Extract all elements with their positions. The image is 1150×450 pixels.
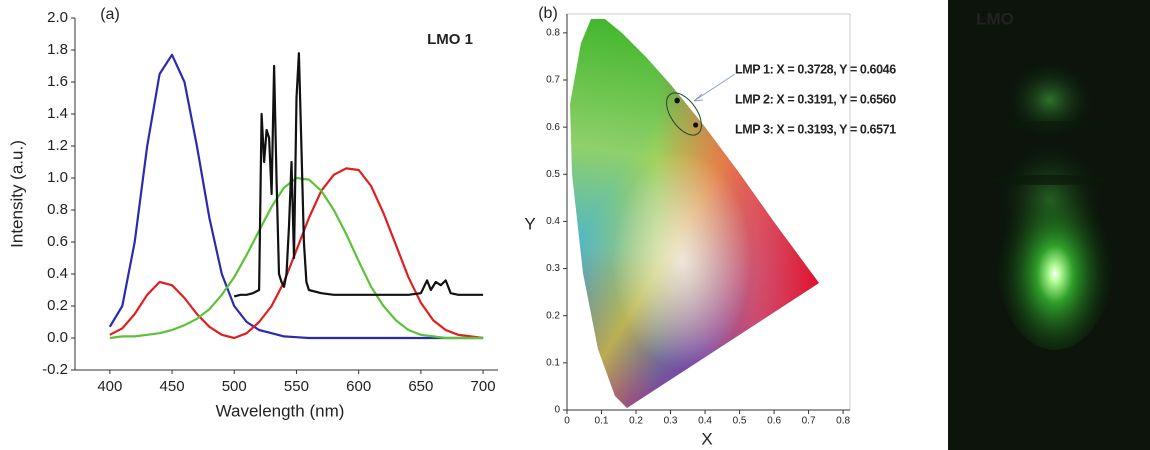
y-tick-label: 0.8: [47, 201, 68, 218]
y-tick-label: 0.8: [546, 27, 560, 38]
photo: LMO: [948, 0, 1150, 450]
y-axis-label: Intensity (a.u.): [7, 140, 26, 248]
y-tick-label: 0.4: [47, 265, 68, 282]
y-tick-label: 0.2: [47, 297, 68, 314]
y-tick-label: 2.0: [47, 9, 68, 26]
x-tick-label: 0.1: [595, 416, 609, 427]
x-tick-label: 0.2: [629, 416, 643, 427]
x-tick-label: 0.7: [802, 416, 816, 427]
y-tick-label: 1.6: [47, 73, 68, 90]
panel-label: (a): [100, 6, 120, 23]
y-tick-label: 1.8: [47, 41, 68, 58]
photo-label: LMO: [976, 9, 1014, 28]
y-tick-label: 0.7: [546, 75, 560, 86]
y-axis-label: Y: [524, 214, 535, 233]
y-tick-label: 1.4: [47, 105, 68, 122]
x-axis-label: Wavelength (nm): [216, 401, 345, 420]
x-axis-label: X: [701, 429, 712, 448]
x-tick-label: 600: [346, 378, 371, 395]
line-series: [109, 167, 484, 340]
line-series: [108, 53, 484, 340]
cie-diagram: [570, 19, 819, 408]
x-tick-label: 0.5: [733, 416, 747, 427]
x-tick-label: 450: [160, 378, 185, 395]
point-annotation: LMP 2: X = 0.3191, Y = 0.6560: [735, 92, 896, 106]
line-series: [233, 52, 484, 298]
y-tick-label: 0.3: [546, 263, 560, 274]
y-tick-label: 0.2: [546, 310, 560, 321]
y-tick-label: -0.2: [42, 361, 68, 378]
x-tick-label: 700: [471, 378, 496, 395]
panel-label: (b): [538, 5, 558, 22]
x-tick-label: 0: [564, 416, 570, 427]
y-tick-label: 0.0: [47, 329, 68, 346]
y-tick-label: 0.4: [546, 216, 560, 227]
point: [674, 97, 680, 103]
annotation: LMO 1: [427, 31, 473, 48]
point-annotation: LMP 3: X = 0.3193, Y = 0.6571: [735, 122, 896, 136]
y-tick-label: 0.1: [546, 357, 560, 368]
y-tick-label: 1.0: [47, 169, 68, 186]
x-tick-label: 650: [408, 378, 433, 395]
y-tick-label: 0.6: [546, 122, 560, 133]
y-tick-label: 0.5: [546, 169, 560, 180]
x-tick-label: 500: [222, 378, 247, 395]
x-tick-label: 0.8: [836, 416, 850, 427]
line-series: [109, 176, 484, 340]
y-tick-label: 0.6: [47, 233, 68, 250]
x-tick-label: 0.4: [698, 416, 712, 427]
point: [693, 122, 699, 128]
x-tick-label: 0.3: [664, 416, 678, 427]
x-tick-label: 550: [284, 378, 309, 395]
point-annotation: LMP 1: X = 0.3728, Y = 0.6046: [735, 62, 896, 76]
x-tick-label: 400: [97, 378, 122, 395]
y-tick-label: 1.2: [47, 137, 68, 154]
y-tick-label: 0: [554, 405, 560, 416]
x-tick-label: 0.6: [767, 416, 781, 427]
